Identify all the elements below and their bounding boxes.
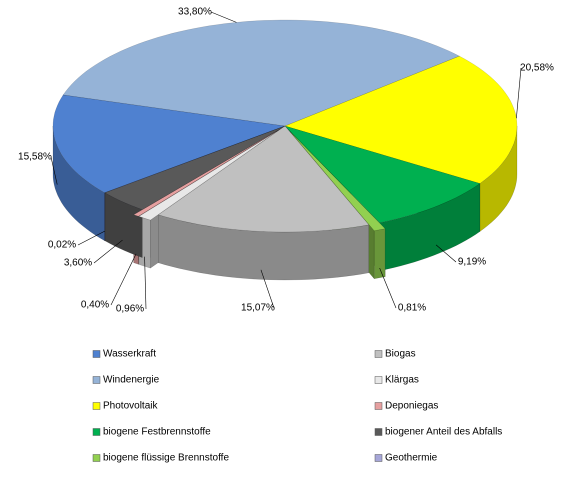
data-label: 15,07% — [241, 303, 275, 314]
legend-label: biogene Festbrennstoffe — [103, 427, 211, 438]
leader-line — [110, 253, 137, 306]
legend-swatch — [374, 350, 383, 358]
data-label: 33,80% — [178, 7, 212, 18]
leader-line — [516, 67, 522, 119]
legend-swatch — [374, 376, 383, 384]
leader-line — [50, 156, 58, 185]
leader-line — [435, 244, 457, 263]
slice — [52, 94, 286, 193]
data-label: 0,02% — [48, 240, 76, 251]
data-label: 20,58% — [520, 63, 554, 74]
slice — [62, 19, 461, 127]
slice — [104, 125, 286, 194]
data-label: 9,19% — [458, 257, 486, 268]
slice — [104, 125, 286, 210]
slice — [284, 125, 481, 224]
legend-label: Photovoltaik — [103, 401, 158, 412]
slice — [290, 131, 386, 231]
slice — [157, 125, 370, 233]
slice-side — [158, 214, 370, 281]
leader-line — [77, 230, 105, 246]
legend-swatch — [374, 454, 383, 462]
legend-label: biogene flüssige Brennstoffe — [103, 453, 229, 464]
slice-side — [373, 228, 386, 279]
leader-line — [379, 268, 397, 309]
slice — [133, 130, 277, 217]
legend-label: Wasserkraft — [103, 349, 156, 360]
leader-line — [144, 256, 147, 310]
legend-swatch — [374, 428, 383, 436]
slice-side — [52, 125, 105, 242]
legend-swatch — [92, 454, 101, 462]
legend: Wasserkraft Windenergie Photovoltaik biogen… — [92, 349, 502, 464]
data-labels: 15,58% 33,80% 20,58% 9,19% 0,81% 15,07% 0,96% 0… — [18, 7, 554, 315]
legend-swatch — [92, 350, 101, 358]
leader-line — [93, 239, 123, 264]
slice — [138, 131, 278, 221]
legend-label: Windenergie — [103, 375, 160, 386]
data-label: 0,81% — [398, 303, 426, 314]
legend-label: Geothermie — [385, 453, 438, 464]
data-label: 0,40% — [81, 300, 109, 311]
data-label: 0,96% — [116, 304, 144, 315]
legend-label: Klärgas — [385, 375, 419, 386]
leader-line — [210, 11, 237, 23]
legend-swatch — [374, 402, 383, 410]
legend-swatch — [92, 402, 101, 410]
pie-tops — [52, 19, 518, 233]
legend-swatch — [92, 376, 101, 384]
legend-label: Biogas — [385, 349, 416, 360]
leader-line — [260, 269, 275, 309]
legend-label: Deponiegas — [385, 401, 438, 412]
legend-swatch — [92, 428, 101, 436]
data-label: 3,60% — [64, 258, 92, 269]
legend-label: biogener Anteil des Abfalls — [385, 427, 502, 438]
data-label: 15,58% — [18, 152, 52, 163]
